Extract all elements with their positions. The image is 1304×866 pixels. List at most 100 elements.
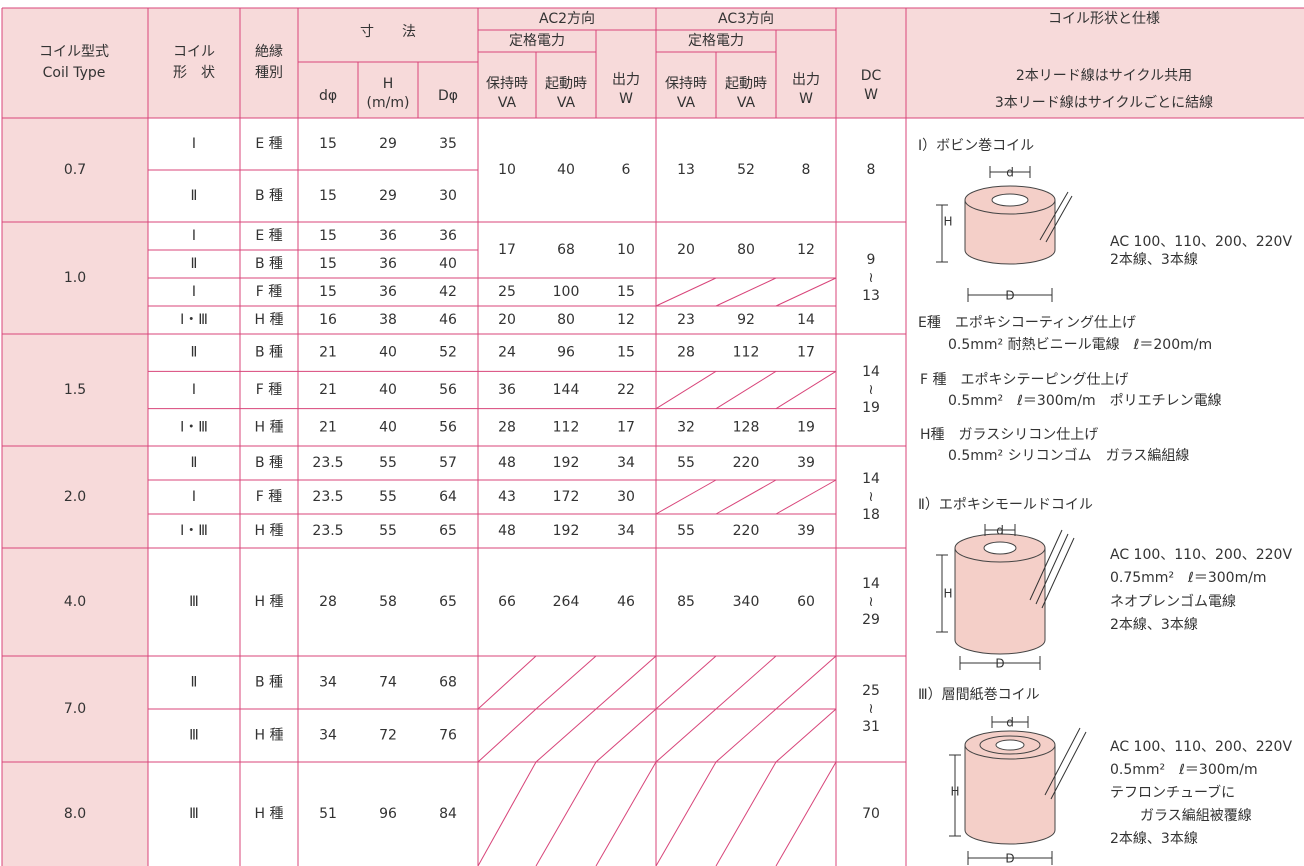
- header-lines: [1, 7, 1304, 866]
- cell: H 種: [255, 419, 284, 435]
- cell: Ⅱ: [191, 188, 198, 204]
- cell: 56: [439, 419, 457, 435]
- cell: 34: [617, 523, 635, 539]
- cell: 68: [439, 675, 457, 691]
- dim: H: [943, 215, 952, 229]
- cell: H 種: [255, 728, 284, 744]
- h: 2本リード線はサイクル共用: [1016, 68, 1192, 84]
- h: 起動時: [545, 76, 587, 92]
- cell: 76: [439, 728, 457, 744]
- cell: 15: [319, 188, 337, 204]
- cell: 68: [557, 242, 575, 258]
- grid-line: [715, 479, 777, 515]
- cell: 220: [733, 523, 760, 539]
- type-cell: [2, 334, 148, 446]
- coil-type: 2.0: [64, 489, 86, 505]
- h: DC: [861, 68, 882, 84]
- cell: F 種: [256, 489, 283, 505]
- cell: 192: [553, 523, 580, 539]
- h: AC2方向: [539, 11, 595, 27]
- cell: 12: [797, 242, 815, 258]
- dc: 25: [862, 683, 880, 699]
- cell: 23.5: [312, 489, 343, 505]
- type-cell: [2, 446, 148, 548]
- cell: 65: [439, 523, 457, 539]
- cell: 16: [319, 312, 337, 328]
- dim: d: [996, 524, 1004, 538]
- cell: B 種: [255, 188, 283, 204]
- cell: 20: [498, 312, 516, 328]
- cell: 46: [439, 312, 457, 328]
- dc: 9: [867, 252, 876, 268]
- dim: d: [1006, 716, 1014, 730]
- grid-line: [715, 370, 777, 410]
- dc: 8: [867, 162, 876, 178]
- cell: 55: [677, 455, 695, 471]
- dc: 70: [862, 806, 880, 822]
- dc: ≀: [868, 489, 873, 505]
- cell: 84: [439, 806, 457, 822]
- h: 起動時: [725, 76, 767, 92]
- cell: 30: [617, 489, 635, 505]
- coil-drawing: d H D d H D d H D: [936, 166, 1087, 866]
- cell: 28: [677, 345, 695, 361]
- cell: Ⅲ: [189, 728, 199, 744]
- dc: 29: [862, 612, 880, 628]
- spec: Ⅲ）層間紙巻コイル: [918, 687, 1040, 703]
- cell: 92: [737, 312, 755, 328]
- cell: Ⅰ: [192, 228, 196, 244]
- cell: 36: [379, 228, 397, 244]
- cell: 100: [553, 284, 580, 300]
- cell: 42: [439, 284, 457, 300]
- cell: Ⅱ: [191, 675, 198, 691]
- h: W: [799, 91, 813, 107]
- cell: Ⅰ・Ⅲ: [180, 312, 208, 328]
- grid-line: [477, 708, 537, 763]
- grid-line: [535, 761, 597, 866]
- cell: 55: [677, 523, 695, 539]
- cell: Ⅱ: [191, 345, 198, 361]
- cell: 10: [617, 242, 635, 258]
- grid-line: [715, 761, 777, 866]
- cell: H 種: [255, 594, 284, 610]
- cell: 264: [553, 594, 580, 610]
- cell: Ⅰ: [192, 382, 196, 398]
- h: VA: [677, 95, 696, 111]
- coil-type: 7.0: [64, 701, 86, 717]
- cell: B 種: [255, 345, 283, 361]
- cell: 34: [319, 675, 337, 691]
- cell: 52: [439, 345, 457, 361]
- spec: H種 ガラスシリコン仕上げ: [920, 427, 1098, 443]
- cell: 15: [617, 284, 635, 300]
- cell: 48: [498, 523, 516, 539]
- cell: 40: [379, 419, 397, 435]
- grid-line: [775, 761, 837, 866]
- cell: 72: [379, 728, 397, 744]
- cell: 80: [737, 242, 755, 258]
- cell: 112: [733, 345, 760, 361]
- spec: 2本線、3本線: [1110, 617, 1198, 633]
- spec: AC 100、110、200、220V: [1110, 547, 1292, 563]
- spec: 2本線、3本線: [1110, 831, 1198, 847]
- spec: 2本線、3本線: [1110, 252, 1198, 268]
- grid-line: [775, 479, 837, 515]
- cell: 144: [553, 382, 580, 398]
- spec: 0.5mm² シリコンゴム ガラス編組線: [948, 447, 1189, 464]
- dc: 31: [862, 719, 880, 735]
- cell: 15: [319, 228, 337, 244]
- h: W: [864, 87, 878, 103]
- dim: H: [950, 785, 959, 799]
- cell: 96: [557, 345, 575, 361]
- coil-type: 1.5: [64, 382, 86, 398]
- cell: B 種: [255, 455, 283, 471]
- grid-line: [775, 708, 837, 763]
- coil-type: 8.0: [64, 806, 86, 822]
- cell: 36: [439, 228, 457, 244]
- grid-line: [595, 708, 657, 763]
- cell: 55: [379, 489, 397, 505]
- cell: F 種: [256, 284, 283, 300]
- cell: 15: [319, 256, 337, 272]
- cell: 51: [319, 806, 337, 822]
- cell: 85: [677, 594, 695, 610]
- h: 保持時: [665, 76, 707, 92]
